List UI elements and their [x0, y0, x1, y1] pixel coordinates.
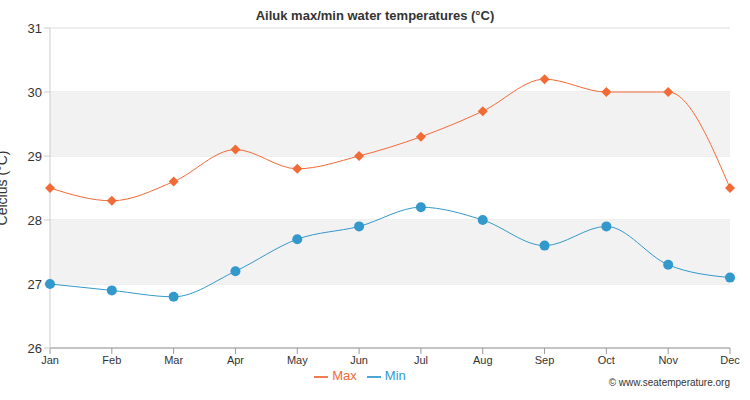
html-text:Min: Min: [384, 368, 406, 383]
svg-text:Jul: Jul: [414, 354, 428, 366]
svg-text:Apr: Apr: [227, 354, 244, 366]
svg-text:Jun: Jun: [350, 354, 368, 366]
svg-text:Sep: Sep: [535, 354, 555, 366]
svg-text:Feb: Feb: [102, 354, 121, 366]
svg-text:31: 31: [28, 21, 42, 36]
svg-text:28: 28: [28, 213, 42, 228]
svg-text:Aug: Aug: [473, 354, 493, 366]
svg-text:Mar: Mar: [164, 354, 183, 366]
svg-text:30: 30: [28, 85, 42, 100]
svg-text:May: May: [287, 354, 308, 366]
svg-text:26: 26: [28, 341, 42, 356]
svg-text:Jan: Jan: [41, 354, 59, 366]
html-text:© www.seatemperature.org: © www.seatemperature.org: [608, 377, 730, 388]
svg-text:29: 29: [28, 149, 42, 164]
svg-text:Oct: Oct: [598, 354, 615, 366]
svg-text:27: 27: [28, 277, 42, 292]
svg-text:Celcius (°C): Celcius (°C): [8, 151, 10, 226]
html-text:Ailuk max/min water temperatur: Ailuk max/min water temperatures (°C): [255, 8, 495, 23]
svg-text:Nov: Nov: [658, 354, 678, 366]
svg-text:Dec: Dec: [720, 354, 740, 366]
html-text:Max: Max: [332, 368, 357, 383]
